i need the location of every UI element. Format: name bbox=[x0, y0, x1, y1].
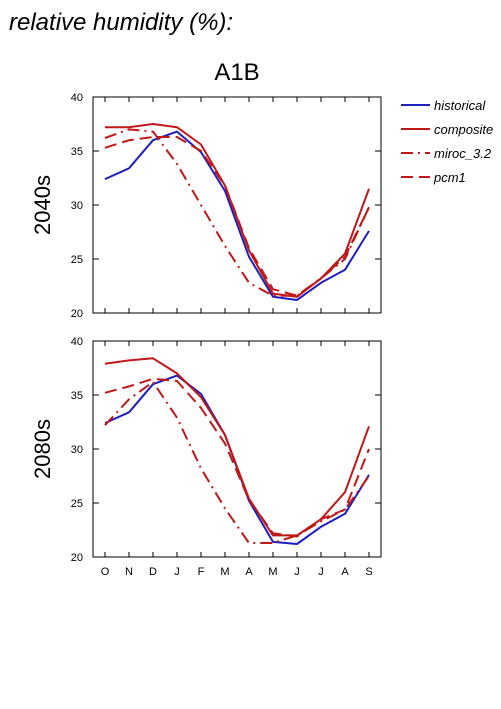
y-tick-labels-2040s: 20 25 30 35 40 bbox=[71, 92, 83, 320]
x-tick-label: J bbox=[294, 566, 300, 578]
y-tick-label: 35 bbox=[71, 390, 83, 402]
y-tick-label: 40 bbox=[71, 92, 83, 104]
y-tick-label: 30 bbox=[71, 200, 83, 212]
series-line-miroc-3-2 bbox=[104, 381, 370, 544]
axis-ticks-2080s bbox=[93, 340, 381, 558]
x-tick-label: J bbox=[174, 566, 180, 578]
y-tick-label: 40 bbox=[71, 336, 83, 348]
y-tick-labels-2080s: 20 25 30 35 40 bbox=[71, 336, 83, 564]
legend-label-historical: historical bbox=[434, 98, 486, 113]
series-lines-2080s bbox=[104, 357, 370, 545]
y-tick-label: 25 bbox=[71, 498, 83, 510]
x-tick-label: M bbox=[268, 566, 277, 578]
row-label-2080s: 2080s bbox=[30, 419, 55, 479]
legend-label-composite: composite bbox=[434, 122, 493, 137]
x-tick-label: A bbox=[245, 566, 253, 578]
x-tick-label: M bbox=[220, 566, 229, 578]
series-line-miroc-3-2 bbox=[104, 128, 370, 297]
y-tick-label: 30 bbox=[71, 444, 83, 456]
series-line-composite bbox=[104, 357, 370, 537]
x-tick-label: D bbox=[149, 566, 157, 578]
panel-2080s: 2080s 20 25 30 35 40 bbox=[30, 336, 382, 564]
y-tick-label: 35 bbox=[71, 146, 83, 158]
x-tick-label: J bbox=[318, 566, 324, 578]
series-lines-2040s bbox=[104, 123, 370, 301]
y-tick-label: 20 bbox=[71, 308, 83, 320]
axis-ticks-2040s bbox=[93, 96, 381, 314]
x-tick-label: N bbox=[125, 566, 133, 578]
y-tick-label: 25 bbox=[71, 254, 83, 266]
legend-label-miroc-3-2: miroc_3.2 bbox=[434, 146, 492, 161]
series-line-pcm1 bbox=[104, 136, 370, 297]
panel-2040s: 2040s 20 25 30 35 40 bbox=[30, 92, 382, 320]
scenario-title: A1B bbox=[214, 59, 259, 86]
x-tick-label: S bbox=[365, 566, 372, 578]
series-line-historical bbox=[104, 374, 370, 545]
row-label-2040s: 2040s bbox=[30, 175, 55, 235]
series-line-historical bbox=[104, 130, 370, 301]
series-line-pcm1 bbox=[104, 377, 370, 538]
x-tick-label: A bbox=[341, 566, 349, 578]
y-tick-label: 20 bbox=[71, 552, 83, 564]
legend-label-pcm1: pcm1 bbox=[433, 170, 466, 185]
x-tick-label: F bbox=[198, 566, 205, 578]
legend: historical composite miroc_3.2 pcm1 bbox=[401, 98, 493, 185]
x-tick-label: O bbox=[101, 566, 110, 578]
plot-frame-2080s bbox=[92, 340, 382, 558]
page-title: relative humidity (%): bbox=[9, 9, 233, 36]
